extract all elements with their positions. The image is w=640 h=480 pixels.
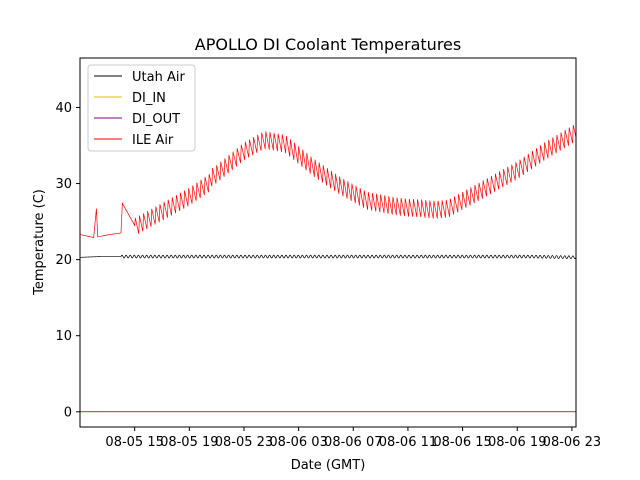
x-tick-label: 08-06 15 bbox=[433, 435, 491, 450]
axes-frame bbox=[79, 57, 577, 428]
legend-box bbox=[87, 64, 196, 152]
y-axis-label: Temperature (C) bbox=[32, 189, 47, 296]
x-tick-label: 08-05 15 bbox=[105, 435, 163, 450]
x-tick-label: 08-06 19 bbox=[488, 435, 546, 450]
series-layer bbox=[79, 125, 577, 413]
legend-label-di-in: DI_IN bbox=[132, 91, 166, 106]
series-line-utah-air bbox=[79, 254, 577, 259]
y-axis-ticks: 0 10 20 30 40 bbox=[55, 101, 80, 420]
series-line-ile-air bbox=[79, 125, 577, 238]
y-tick-label: 10 bbox=[55, 329, 72, 344]
legend-label-ile-air: ILE Air bbox=[132, 133, 174, 148]
x-tick-label: 08-06 11 bbox=[379, 435, 437, 450]
y-tick-label: 20 bbox=[55, 253, 72, 268]
y-tick-label: 40 bbox=[55, 101, 72, 116]
y-tick-label: 0 bbox=[64, 405, 72, 420]
x-tick-label: 08-06 23 bbox=[543, 435, 601, 450]
chart-title: APOLLO DI Coolant Temperatures bbox=[195, 35, 461, 54]
legend-label-di-out: DI_OUT bbox=[132, 112, 180, 127]
legend: Utah Air DI_IN DI_OUT ILE Air bbox=[87, 64, 196, 152]
x-tick-label: 08-06 03 bbox=[269, 435, 327, 450]
x-axis-label: Date (GMT) bbox=[291, 458, 366, 473]
x-tick-label: 08-06 07 bbox=[324, 435, 382, 450]
legend-label-utah-air: Utah Air bbox=[132, 70, 185, 85]
y-tick-label: 30 bbox=[55, 177, 72, 192]
x-tick-label: 08-05 23 bbox=[215, 435, 273, 450]
x-tick-label: 08-05 19 bbox=[160, 435, 218, 450]
